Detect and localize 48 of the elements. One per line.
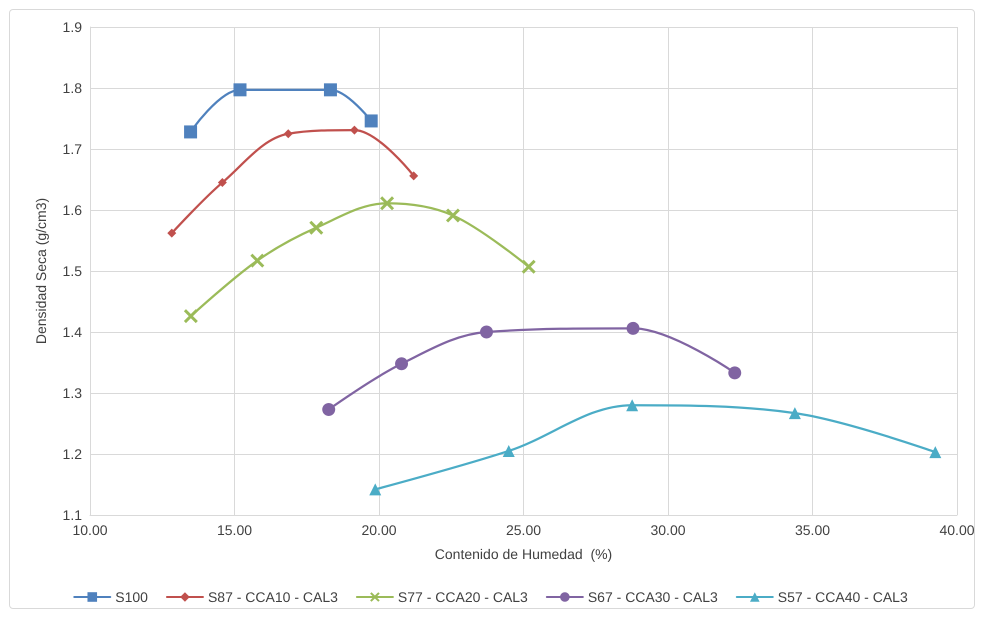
point: [728, 366, 742, 380]
y-tick-label: 1.2: [62, 446, 82, 462]
y-tick-label: 1.3: [62, 385, 82, 401]
point: [167, 228, 176, 238]
legend-label: S100: [115, 589, 148, 605]
y-tick-label: 1.8: [62, 80, 82, 96]
x-tick-label: 30.00: [650, 522, 686, 538]
x-tick-label: 10.00: [72, 522, 108, 538]
point: [250, 254, 264, 268]
point: [409, 171, 418, 180]
point: [324, 83, 337, 96]
point: [929, 446, 942, 458]
point: [184, 125, 198, 138]
point: [184, 309, 198, 324]
x-tick-label: 25.00: [506, 522, 542, 538]
point: [284, 129, 293, 138]
point: [626, 322, 640, 335]
point: [395, 357, 408, 370]
point: [380, 196, 394, 210]
point: [364, 114, 378, 128]
y-axis-title: Densidad Seca (g/cm3): [33, 198, 49, 344]
point: [322, 402, 336, 416]
y-tick-label: 1.1: [62, 507, 82, 523]
y-tick-label: 1.9: [62, 19, 82, 35]
y-tick-label: 1.7: [62, 141, 82, 157]
point: [218, 178, 227, 188]
point: [233, 83, 246, 96]
x-tick-label: 15.00: [216, 522, 252, 538]
point: [522, 260, 536, 274]
y-tick-label: 1.5: [62, 263, 82, 279]
point: [309, 220, 324, 235]
point: [480, 326, 494, 338]
point: [788, 407, 801, 420]
point: [626, 399, 638, 412]
x-tick-label: 40.00: [939, 522, 975, 538]
legend-label: S57 - CCA40 - CAL3: [778, 589, 908, 605]
legend-label: S77 - CCA20 - CAL3: [398, 589, 528, 605]
y-tick-label: 1.6: [62, 202, 82, 218]
x-tick-label: 20.00: [361, 522, 397, 538]
legend-label: S67 - CCA30 - CAL3: [588, 589, 718, 605]
y-tick-label: 1.4: [62, 324, 82, 340]
point: [446, 208, 460, 222]
point: [502, 444, 515, 457]
point: [350, 126, 359, 135]
x-tick-label: 35.00: [794, 522, 830, 538]
legend-label: S87 - CCA10 - CAL3: [208, 589, 338, 605]
point: [369, 483, 382, 496]
x-axis-title: Contenido de Humedad (%): [434, 546, 612, 562]
